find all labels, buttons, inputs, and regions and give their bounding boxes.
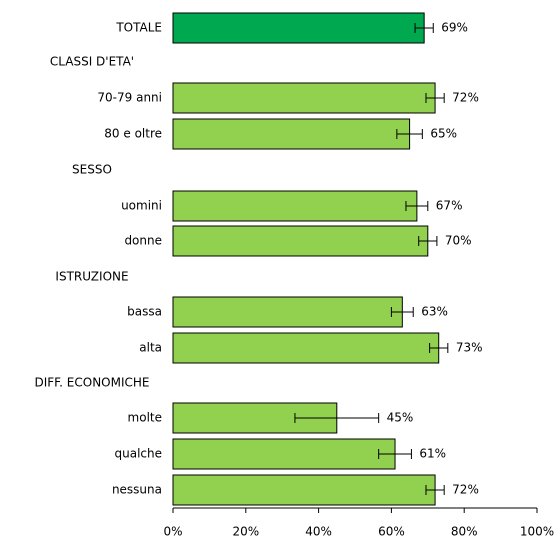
value-label: 70% xyxy=(445,234,472,248)
bar xyxy=(172,12,425,44)
y-tick-label: bassa xyxy=(127,305,162,319)
value-label: 63% xyxy=(421,305,448,319)
error-bar xyxy=(390,307,414,317)
value-label: 72% xyxy=(452,483,479,497)
value-label: 61% xyxy=(419,447,446,461)
bar xyxy=(172,190,418,222)
x-tick-label: 80% xyxy=(451,525,478,539)
y-tick-label: 80 e oltre xyxy=(104,127,162,141)
group-label: SESSO xyxy=(72,163,112,177)
error-bar xyxy=(414,23,434,33)
y-tick-label: TOTALE xyxy=(115,21,162,35)
error-bar xyxy=(425,93,445,103)
value-label: 65% xyxy=(430,127,457,141)
error-bar xyxy=(425,485,445,495)
error-bar xyxy=(378,449,412,459)
x-tick-label: 0% xyxy=(163,525,182,539)
value-label: 69% xyxy=(441,21,468,35)
error-bar xyxy=(405,201,429,211)
bar xyxy=(172,474,436,506)
y-tick-label: qualche xyxy=(115,447,163,461)
bar xyxy=(172,296,403,328)
x-tick-label: 60% xyxy=(378,525,405,539)
value-label: 45% xyxy=(387,411,414,425)
group-label: CLASSI D'ETA' xyxy=(50,55,134,69)
group-label: DIFF. ECONOMICHE xyxy=(35,376,150,390)
error-bar xyxy=(418,236,438,246)
value-label: 73% xyxy=(456,341,483,355)
x-tick-label: 40% xyxy=(305,525,332,539)
bar xyxy=(172,332,440,364)
y-tick-label: molte xyxy=(128,411,162,425)
error-bar xyxy=(429,343,449,353)
bar xyxy=(172,82,436,114)
x-tick-label: 20% xyxy=(232,525,259,539)
y-tick-label: uomini xyxy=(121,199,162,213)
y-tick-label: alta xyxy=(139,341,162,355)
y-tick-label: donne xyxy=(124,234,162,248)
y-tick-label: nessuna xyxy=(112,483,162,497)
value-label: 72% xyxy=(452,91,479,105)
bar xyxy=(172,225,429,257)
bar xyxy=(172,118,411,150)
y-tick-label: 70-79 anni xyxy=(97,91,162,105)
group-label: ISTRUZIONE xyxy=(55,270,128,284)
value-label: 67% xyxy=(436,199,463,213)
error-bar xyxy=(396,129,423,139)
x-tick-label: 100% xyxy=(520,525,554,539)
error-bar xyxy=(294,413,380,423)
bar xyxy=(172,438,396,470)
